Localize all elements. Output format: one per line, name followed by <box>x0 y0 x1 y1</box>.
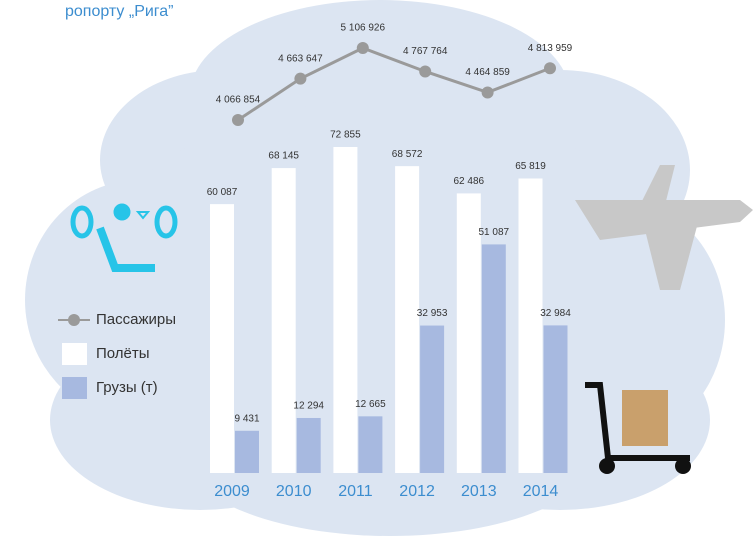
bar <box>543 325 568 473</box>
passenger-point <box>356 42 369 54</box>
bar <box>481 244 506 473</box>
passenger-line <box>237 46 551 122</box>
bar <box>395 166 420 473</box>
value-label: 4 813 959 <box>528 43 573 54</box>
bar <box>518 178 543 473</box>
value-label: 12 665 <box>355 399 386 410</box>
value-label: 4 767 764 <box>403 46 448 57</box>
passenger-point <box>232 114 244 126</box>
bar <box>210 204 234 474</box>
value-label: 32 984 <box>540 308 571 319</box>
legend-label: Пассажиры <box>96 311 176 328</box>
seat-icon <box>70 203 178 272</box>
passenger-point <box>544 62 556 75</box>
bar <box>333 147 358 473</box>
bar <box>271 168 296 473</box>
legend-marker <box>68 314 80 326</box>
legend-swatch <box>62 343 87 365</box>
value-label: 60 087 <box>207 187 238 198</box>
legend-label: Грузы (т) <box>96 379 158 396</box>
value-label: 4 066 854 <box>216 95 261 106</box>
value-label: 51 087 <box>479 227 510 238</box>
value-label: 65 819 <box>515 161 546 172</box>
value-label: 9 431 <box>234 413 259 424</box>
value-label: 4 663 647 <box>278 53 323 64</box>
cart-icon <box>585 382 691 474</box>
year-label: 2013 <box>461 483 497 500</box>
value-label: 62 486 <box>454 176 485 187</box>
year-label: 2012 <box>399 483 435 500</box>
bar <box>296 417 321 473</box>
passenger-point <box>481 86 494 99</box>
year-label: 2014 <box>523 483 559 500</box>
year-label: 2009 <box>214 483 250 500</box>
value-label: 4 464 859 <box>465 67 510 78</box>
passenger-point <box>419 65 432 78</box>
value-label: 68 145 <box>268 151 299 162</box>
chart-title: ропорту „Рига” <box>65 3 174 20</box>
value-label: 12 294 <box>293 401 324 412</box>
value-label: 68 572 <box>392 149 423 160</box>
bar <box>420 325 445 473</box>
year-label: 2010 <box>276 483 312 500</box>
bar <box>235 430 259 473</box>
value-label: 72 855 <box>330 130 361 141</box>
legend-label: Полёты <box>96 345 150 362</box>
bar <box>456 193 481 473</box>
passenger-point <box>294 72 307 85</box>
value-label: 5 106 926 <box>341 23 386 34</box>
value-label: 32 953 <box>417 308 448 319</box>
legend-swatch <box>62 377 87 399</box>
year-label: 2011 <box>338 483 373 500</box>
bar <box>358 416 383 473</box>
plane-icon <box>575 165 753 290</box>
